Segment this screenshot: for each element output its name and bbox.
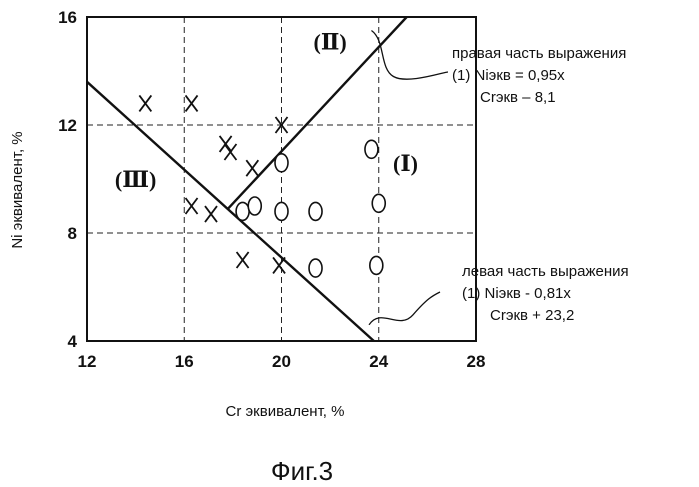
- o-marker: [309, 202, 322, 220]
- y-tick-labels: 4 8 12 16: [58, 8, 77, 351]
- o-marker: [365, 140, 378, 158]
- x-marker: [246, 160, 258, 176]
- x-marker: [186, 95, 198, 111]
- region-label: (Ⅰ): [393, 151, 418, 176]
- y-axis-label: Ni эквивалент, %: [9, 131, 26, 248]
- figure-caption: Фиг.3: [271, 456, 333, 486]
- x-tick-label: 16: [175, 352, 194, 371]
- o-marker: [248, 197, 261, 215]
- annotations: правая часть выражения (1) Niэкв = 0,95x C…: [369, 31, 629, 325]
- x-axis-label: Cr эквивалент, %: [226, 403, 345, 420]
- annotation-line: (1) Niэкв = 0,95x: [452, 67, 565, 84]
- x-marker: [237, 252, 249, 268]
- x-tick-labels: 12 16 20 24 28: [78, 352, 486, 371]
- region-label: (Ⅲ): [115, 167, 156, 192]
- annotation-line: Crэкв + 23,2: [490, 307, 574, 324]
- x-marker: [273, 257, 285, 273]
- o-marker: [370, 256, 383, 274]
- annotation-callout: [369, 292, 440, 325]
- data-markers: [139, 95, 385, 277]
- annotation-callout: [371, 31, 448, 80]
- annotation: левая часть выражения (1) Niэкв - 0,81x Cr…: [369, 263, 629, 325]
- y-tick-label: 4: [68, 332, 78, 351]
- y-tick-label: 8: [68, 224, 77, 243]
- annotation-line: Crэкв – 8,1: [480, 89, 556, 106]
- x-marker: [205, 206, 217, 222]
- x-tick-label: 20: [272, 352, 291, 371]
- o-marker: [236, 202, 249, 220]
- x-marker: [220, 136, 232, 152]
- x-tick-label: 24: [369, 352, 388, 371]
- annotation-line: (1) Niэкв - 0,81x: [462, 285, 571, 302]
- annotation-line: левая часть выражения: [462, 263, 629, 280]
- o-marker: [275, 154, 288, 172]
- o-marker: [372, 194, 385, 212]
- x-tick-label: 12: [78, 352, 97, 371]
- annotation: правая часть выражения (1) Niэкв = 0,95x C…: [371, 31, 626, 107]
- x-marker: [224, 144, 236, 160]
- o-marker: [309, 259, 322, 277]
- boundary-line: [87, 82, 374, 341]
- o-marker: [275, 202, 288, 220]
- region-label: (Ⅱ): [314, 29, 347, 54]
- y-tick-label: 16: [58, 8, 77, 27]
- x-marker: [139, 95, 151, 111]
- x-marker: [186, 198, 198, 214]
- annotation-line: правая часть выражения: [452, 45, 626, 62]
- y-tick-label: 12: [58, 116, 77, 135]
- x-tick-label: 28: [467, 352, 486, 371]
